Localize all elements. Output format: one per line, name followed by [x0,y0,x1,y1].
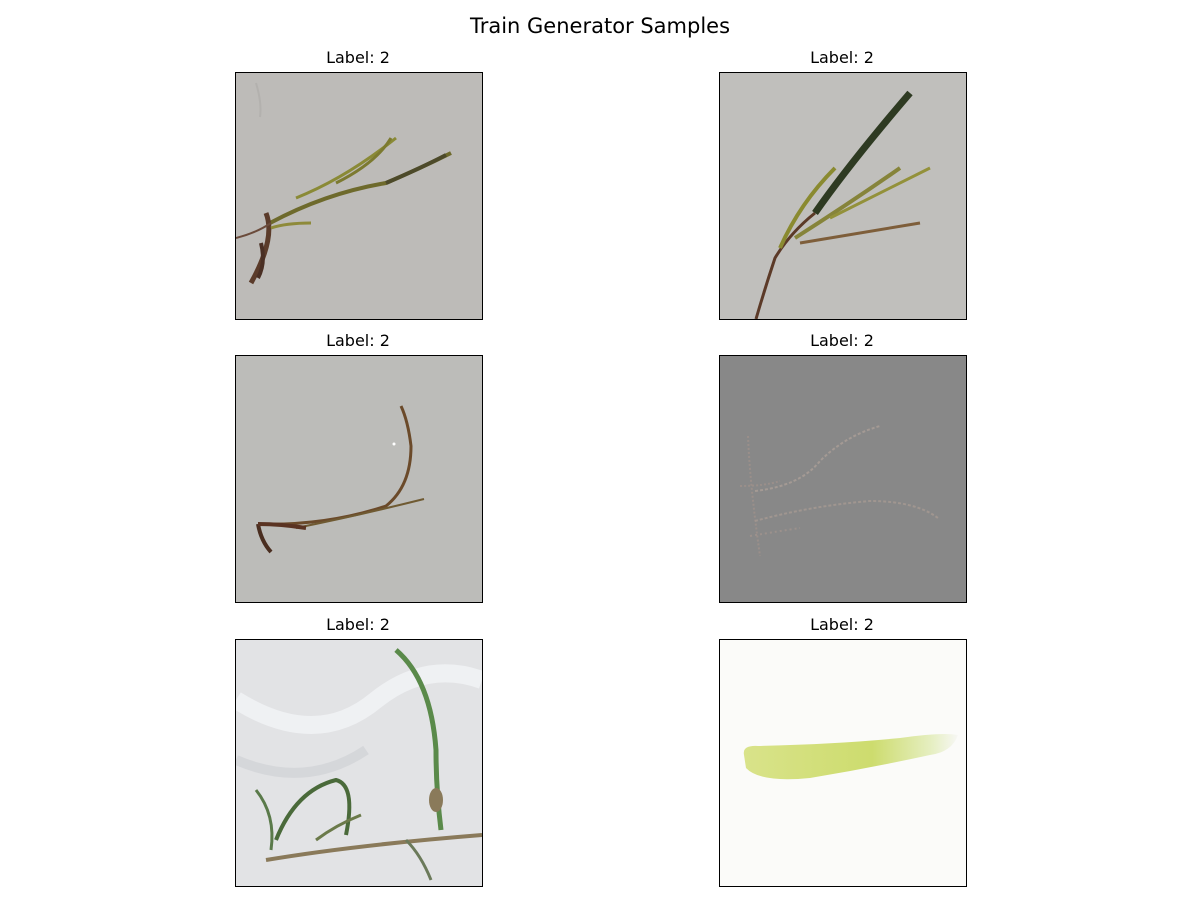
sample-image-1-graphic [236,73,482,319]
sample-image-3-graphic [236,356,482,602]
panel-title-6: Label: 2 [810,615,874,634]
sample-image-4 [719,355,967,603]
sample-image-4-graphic [720,356,966,602]
panel-title-1: Label: 2 [326,48,390,67]
panel-title-5: Label: 2 [326,615,390,634]
sample-image-1 [235,72,483,320]
sample-image-5-graphic [236,640,482,886]
sample-image-6 [719,639,967,887]
sample-image-2-graphic [720,73,966,319]
panel-title-2: Label: 2 [810,48,874,67]
sample-image-6-graphic [720,640,966,886]
sample-image-5 [235,639,483,887]
sample-image-3 [235,355,483,603]
panel-title-4: Label: 2 [810,331,874,350]
figure-title: Train Generator Samples [469,14,731,38]
sample-image-2 [719,72,967,320]
panel-title-3: Label: 2 [326,331,390,350]
